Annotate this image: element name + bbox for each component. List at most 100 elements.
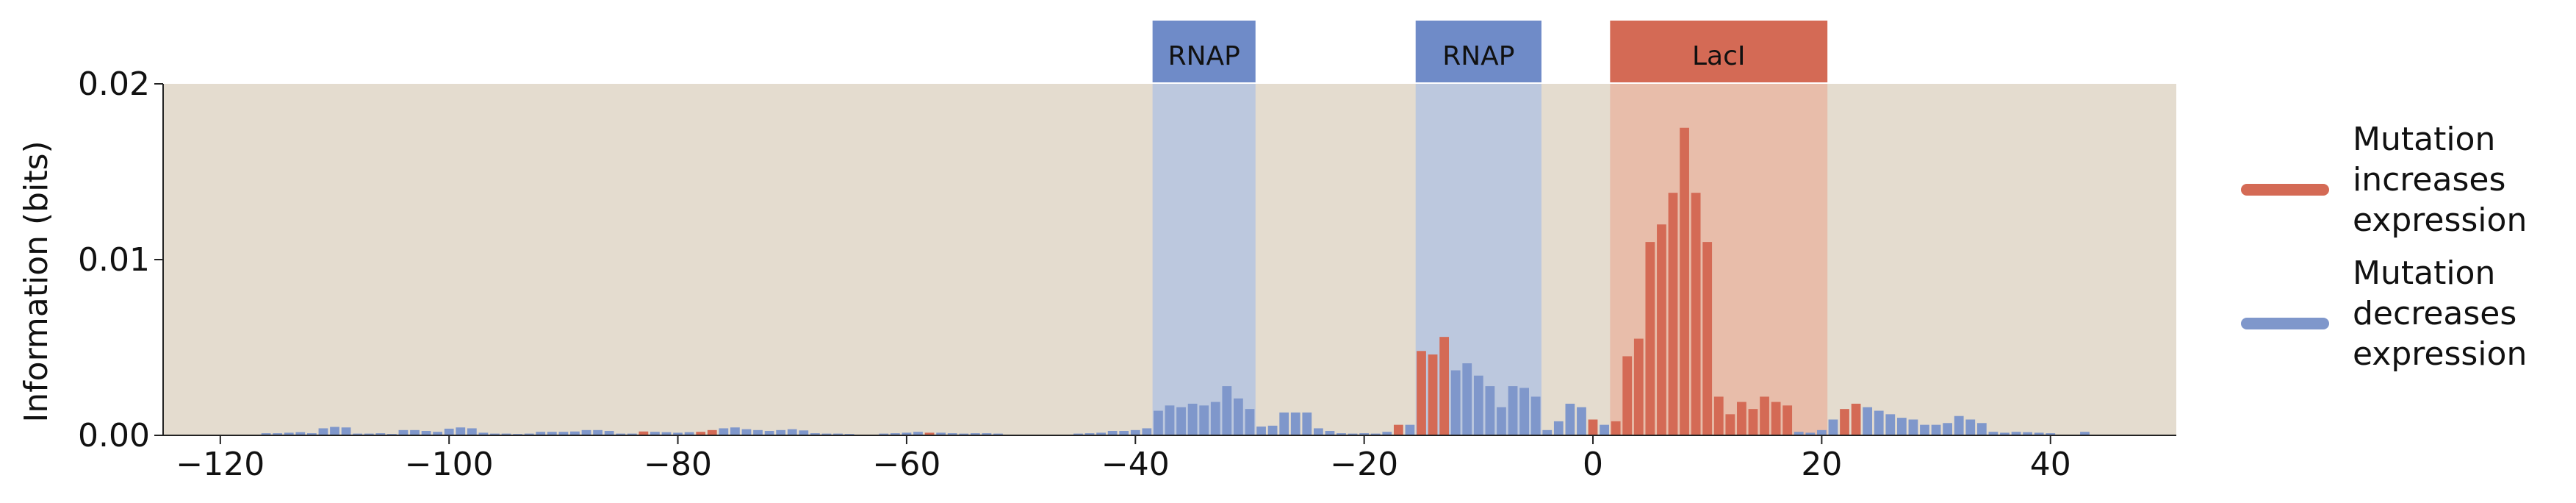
x-ticks: −120 −100 −80 −60 −40 −20 0 20 40	[176, 435, 2071, 483]
x-tick-label: −40	[1101, 446, 1170, 483]
bar-decrease	[1314, 428, 1323, 435]
legend: MutationincreasesexpressionMutationdecre…	[2241, 121, 2527, 373]
bar-decrease	[1542, 429, 1553, 435]
bar-increase	[1633, 338, 1644, 435]
bar-decrease	[1382, 432, 1392, 435]
x-tick-label: 20	[1801, 446, 1842, 483]
region-band-rnap	[1152, 84, 1256, 435]
legend-label-decrease: expression	[2353, 335, 2527, 373]
bar-decrease	[1370, 433, 1381, 435]
bar-decrease	[1908, 419, 1918, 435]
bar-decrease	[467, 428, 477, 435]
bar-decrease	[1530, 396, 1541, 435]
bar-decrease	[1553, 421, 1564, 435]
bar-decrease	[570, 431, 580, 435]
bar-decrease	[558, 432, 569, 435]
bar-increase	[1748, 409, 1758, 435]
x-tick-label: −60	[873, 446, 941, 483]
y-tick-label: 0.00	[78, 417, 150, 454]
bar-decrease	[524, 433, 534, 435]
bar-decrease	[833, 433, 843, 435]
bar-increase	[696, 432, 706, 435]
bar-decrease	[536, 432, 546, 435]
y-tick-label: 0.01	[78, 241, 150, 279]
bar-decrease	[764, 431, 774, 435]
bar-decrease	[776, 429, 786, 435]
bar-decrease	[295, 432, 306, 435]
bar-increase	[1588, 419, 1598, 435]
bar-decrease	[1976, 423, 1987, 435]
bar-increase	[1760, 396, 1769, 435]
bar-decrease	[1600, 424, 1609, 435]
region-label-laci: LacI	[1692, 41, 1746, 71]
bar-decrease	[1199, 405, 1209, 435]
bar-decrease	[604, 431, 614, 435]
bar-decrease	[1073, 433, 1083, 435]
bar-decrease	[1954, 415, 1964, 435]
bar-decrease	[673, 432, 683, 435]
bar-decrease	[341, 427, 351, 435]
bar-decrease	[2011, 432, 2021, 435]
bar-increase	[1439, 337, 1450, 435]
bar-decrease	[2080, 432, 2090, 435]
bar-decrease	[1462, 363, 1472, 435]
bar-decrease	[410, 429, 420, 435]
bar-decrease	[1084, 433, 1095, 435]
region-bands	[1152, 84, 1828, 435]
bar-increase	[1622, 356, 1633, 435]
bar-decrease	[1245, 409, 1255, 435]
bar-decrease	[719, 428, 729, 435]
bar-decrease	[1450, 370, 1461, 435]
bar-decrease	[1165, 405, 1175, 435]
bar-decrease	[799, 430, 809, 435]
bar-decrease	[982, 433, 992, 435]
region-label-rnap: RNAP	[1442, 41, 1514, 71]
region-label-box-rnap	[1152, 21, 1256, 82]
bar-decrease	[1256, 427, 1266, 435]
bar-increase	[1782, 405, 1793, 435]
bar-decrease	[1096, 432, 1106, 435]
bar-decrease	[1119, 431, 1129, 435]
bar-decrease	[1154, 410, 1163, 435]
legend-label-increase: Mutation	[2353, 121, 2495, 158]
bar-decrease	[456, 427, 466, 435]
bar-increase	[1691, 193, 1701, 435]
bar-decrease	[1267, 425, 1278, 435]
bar-decrease	[1348, 433, 1358, 435]
bar-decrease	[2000, 432, 2010, 435]
bar-decrease	[787, 429, 797, 435]
bar-decrease	[1359, 433, 1370, 435]
bar-decrease	[1234, 398, 1243, 435]
bar-decrease	[810, 433, 820, 435]
bar-decrease	[627, 433, 637, 435]
bar-decrease	[318, 428, 328, 435]
bar-decrease	[581, 429, 591, 435]
bar-decrease	[730, 427, 740, 435]
bar-decrease	[1863, 407, 1873, 435]
legend-label-decrease: decreases	[2353, 295, 2516, 332]
bar-increase	[1737, 402, 1746, 435]
bar-decrease	[1142, 428, 1152, 435]
bar-decrease	[398, 429, 409, 435]
bar-decrease	[1130, 429, 1140, 435]
bar-decrease	[1508, 386, 1518, 435]
bar-decrease	[1965, 419, 1976, 435]
bar-increase	[1611, 421, 1621, 435]
bar-decrease	[421, 431, 431, 435]
bar-decrease	[261, 433, 271, 435]
y-axis-title: Information (bits)	[18, 140, 55, 422]
bar-increase	[1680, 127, 1689, 435]
legend-label-decrease: Mutation	[2353, 254, 2495, 292]
bar-decrease	[616, 433, 626, 435]
bar-decrease	[307, 433, 317, 435]
bar-decrease	[1896, 418, 1907, 435]
bar-decrease	[902, 432, 912, 435]
bar-increase	[1771, 402, 1781, 435]
bar-increase	[1393, 424, 1403, 435]
bar-decrease	[959, 433, 969, 435]
bar-increase	[1702, 242, 1713, 435]
bar-decrease	[1794, 432, 1804, 435]
x-tick-label: −100	[405, 446, 494, 483]
bar-decrease	[684, 432, 694, 435]
